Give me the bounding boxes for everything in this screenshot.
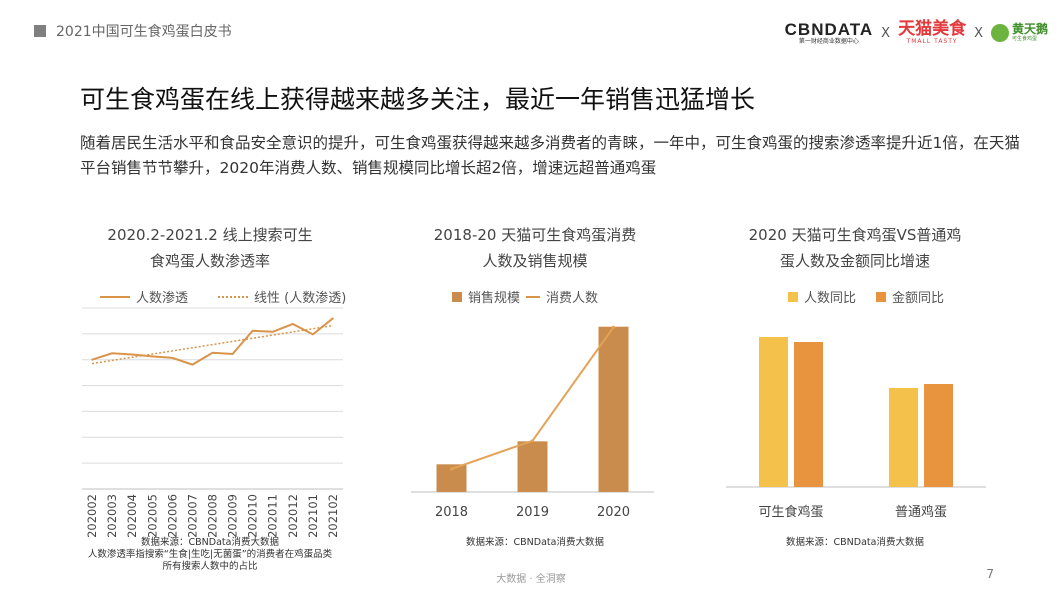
- legend-dotted-swatch: [218, 295, 249, 298]
- chart1-title-line2: 食鸡蛋人数渗透率: [149, 252, 270, 270]
- chart2-data-point: [612, 325, 615, 329]
- chart1-data-point: [191, 363, 194, 366]
- partner-logos: CBNDATA 第一财经商业数据中心 X 天猫美食 TMALL TASTY X …: [785, 18, 1048, 48]
- header-square-icon: [34, 25, 46, 37]
- chart1-data-point: [171, 357, 174, 359]
- chart3-legend: 人数同比 金额同比: [788, 287, 944, 306]
- chart1-x-tick-label: 202011: [266, 494, 280, 538]
- huangtiane-logo: 黄天鹅 可生食鸡蛋: [990, 22, 1048, 43]
- chart1-x-tick-label: 202010: [246, 494, 260, 538]
- chart1-data-point: [231, 353, 234, 355]
- page-title: 可生食鸡蛋在线上获得越来越多关注，最近一年销售迅猛增长: [80, 85, 756, 114]
- chart2-legend-item2: 消费人数: [546, 291, 599, 306]
- chart2-data-point: [531, 439, 534, 443]
- chart2-title-line1: 2018-20 天猫可生食鸡蛋消费: [433, 226, 637, 244]
- huangtiane-logo-subtext: 可生食鸡蛋: [1011, 36, 1037, 42]
- chart1-x-tick-label: 202003: [105, 494, 119, 538]
- tmall-tasty-logo: 天猫美食 TMALL TASTY: [898, 20, 966, 46]
- legend-line-swatch: [100, 295, 130, 298]
- chart3-title-line2: 蛋人数及金额同比增速: [779, 252, 930, 270]
- chart3-legend-item1: 人数同比: [804, 291, 857, 306]
- chart2-legend: 销售规模 消费人数: [452, 287, 598, 306]
- chart1-x-tick-label: 202007: [185, 494, 199, 538]
- chart1-legend-item1: 人数渗透: [136, 291, 189, 306]
- chart1-x-tick-label: 202009: [226, 494, 240, 538]
- chart3-bar-count-yoy: [759, 337, 788, 487]
- chart3-title-line1: 2020 天猫可生食鸡蛋VS普通鸡: [748, 226, 962, 244]
- chart1-data-point: [292, 323, 294, 325]
- chart2-source: 数据来源：CBNData消费大数据: [466, 537, 604, 548]
- chart1-data-point: [151, 355, 154, 358]
- logo-separator: X: [974, 25, 983, 41]
- page-number: 7: [986, 567, 994, 581]
- legend-bar-swatch: [452, 291, 462, 302]
- cbndata-logo-text: CBNDATA: [784, 19, 874, 39]
- chart1-data-point: [251, 329, 254, 332]
- chart1-data-point: [131, 353, 133, 356]
- chart2-x-tick-label: 2020: [597, 505, 630, 520]
- chart3-bar-count-yoy: [889, 388, 918, 487]
- chart1-x-tick-label: 202002: [85, 494, 99, 538]
- chart2-x-tick-label: 2018: [435, 505, 468, 520]
- chart1-data-point: [312, 333, 314, 336]
- chart1-source-line3: 所有搜索人数中的占比: [162, 561, 258, 572]
- huangtiane-logo-text: 黄天鹅: [1011, 22, 1048, 36]
- chart3-title: 2020 天猫可生食鸡蛋VS普通鸡 蛋人数及金额同比增速: [705, 222, 1005, 274]
- logo-separator: X: [881, 25, 891, 41]
- chart1-x-tick-label: 202006: [165, 494, 179, 538]
- chart1-x-tick-label: 202012: [286, 494, 300, 538]
- chart1-data-point: [91, 358, 93, 361]
- chart3-x-tick-label: 可生食鸡蛋: [758, 504, 823, 520]
- chart3-source: 数据来源：CBNData消费大数据: [786, 537, 924, 548]
- chart1-title: 2020.2-2021.2 线上搜索可生 食鸡蛋人数渗透率: [60, 222, 360, 274]
- chart1-data-point: [332, 317, 334, 320]
- chart1-x-tick-label: 202004: [125, 494, 139, 538]
- chart2-title-line2: 人数及销售规模: [482, 252, 588, 270]
- chart2-data-point: [450, 467, 453, 471]
- chart1-source-line1: 数据来源：CBNData消费大数据: [141, 537, 279, 548]
- report-title: 2021中国可生食鸡蛋白皮书: [56, 24, 232, 40]
- chart3-legend-item2: 金额同比: [892, 291, 945, 306]
- chart1-data-point: [271, 330, 274, 333]
- chart2-legend-item1: 销售规模: [468, 291, 521, 306]
- legend-yellow-swatch: [788, 291, 798, 302]
- cbndata-logo-subtext: 第一财经商业数据中心: [798, 37, 859, 45]
- chart1-data-point: [111, 352, 113, 355]
- tmall-logo-text: 天猫美食: [898, 19, 967, 39]
- chart1-legend: 人数渗透 线性 (人数渗透): [100, 287, 346, 306]
- chart1-title-line1: 2020.2-2021.2 线上搜索可生: [107, 226, 313, 244]
- legend-orange-swatch: [876, 291, 887, 302]
- chart3-bar-amount-yoy: [794, 342, 823, 487]
- chart3-bar-amount-yoy: [924, 384, 953, 487]
- chart1-x-tick-label: 202005: [145, 494, 159, 538]
- chart2-bar-sales: [517, 441, 548, 492]
- chart1-legend-item2: 线性 (人数渗透): [254, 291, 347, 306]
- footer-slogan: 大数据 · 全洞察: [496, 574, 566, 585]
- chart1-source-line2: 人数渗透率指搜索“生食|生吃|无菌蛋”的消费者在鸡蛋品类: [87, 549, 333, 560]
- chart1-x-tick-label: 202008: [206, 494, 220, 538]
- chart1-x-tick-label: 202102: [326, 494, 340, 538]
- tmall-logo-subtext: TMALL TASTY: [906, 38, 958, 45]
- egg-badge-icon: [990, 24, 1009, 42]
- chart1-source: 数据来源：CBNData消费大数据 人数渗透率指搜索“生食|生吃|无菌蛋”的消费…: [60, 537, 360, 573]
- cbndata-logo: CBNDATA 第一财经商业数据中心: [785, 21, 874, 46]
- chart1-x-tick-label: 202101: [306, 494, 320, 538]
- chart3-x-tick-label: 普通鸡蛋: [895, 504, 947, 520]
- chart1-data-point: [211, 351, 214, 354]
- page-description: 随着居民生活水平和食品安全意识的提升，可生食鸡蛋获得越来越多消费者的青睐，一年中…: [80, 134, 1020, 177]
- chart2-x-tick-label: 2019: [516, 505, 549, 520]
- chart1-trendline: [91, 324, 334, 365]
- chart2-bar-sales: [598, 326, 629, 492]
- chart2-title: 2018-20 天猫可生食鸡蛋消费 人数及销售规模: [385, 222, 685, 274]
- legend-line-swatch: [526, 295, 541, 298]
